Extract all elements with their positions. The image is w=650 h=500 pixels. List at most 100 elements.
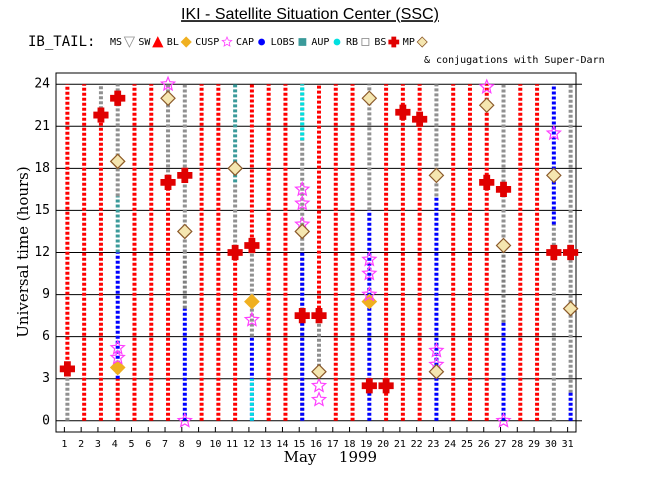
legend-marker: [298, 38, 307, 46]
legend-label: MP: [403, 37, 415, 48]
point-marker: [478, 78, 495, 94]
point-marker: [243, 311, 261, 327]
x-tick-label: 20: [377, 439, 389, 450]
point-marker: [361, 286, 378, 302]
x-tick-label: 31: [562, 439, 574, 450]
x-tick-label: 10: [209, 439, 221, 450]
x-tick-label: 8: [179, 439, 185, 450]
point-marker: [294, 180, 311, 197]
x-tick-label: 13: [260, 439, 272, 450]
x-tick-label: 25: [461, 439, 473, 450]
point-marker: [495, 412, 512, 428]
x-axis-label: May: [284, 448, 317, 466]
point-marker: [160, 174, 176, 190]
point-marker: [361, 378, 377, 394]
point-marker: [311, 363, 327, 380]
point-marker: [109, 153, 126, 170]
x-axis-label: 1999: [339, 448, 377, 466]
point-marker: [109, 359, 126, 376]
legend-label: CAP: [236, 37, 254, 48]
point-marker: [176, 412, 193, 428]
point-marker: [479, 174, 495, 190]
point-marker: [110, 90, 126, 106]
legend-marker: [221, 35, 233, 47]
x-tick-label: 21: [394, 439, 406, 450]
legend-label: BS: [374, 37, 386, 48]
note: & conjugations with Super-Darn: [424, 55, 605, 66]
legend-marker: [180, 36, 192, 48]
point-marker: [395, 104, 411, 120]
y-tick-label: 6: [42, 329, 50, 344]
point-marker: [562, 300, 579, 317]
point-marker: [176, 223, 193, 240]
legend-label: RB: [346, 37, 358, 48]
x-tick-label: 23: [427, 439, 439, 450]
x-tick-label: 17: [327, 439, 339, 450]
x-tick-label: 11: [226, 439, 238, 450]
point-marker: [294, 223, 311, 240]
y-tick-label: 12: [34, 245, 50, 260]
legend-marker: [388, 36, 400, 48]
y-tick-label: 9: [42, 287, 50, 302]
point-marker: [361, 293, 378, 310]
x-tick-label: 16: [310, 439, 322, 450]
point-marker: [244, 293, 260, 310]
x-tick-label: 3: [95, 439, 101, 450]
x-tick-label: 18: [344, 439, 356, 450]
point-marker: [59, 361, 75, 377]
point-marker: [159, 75, 177, 92]
point-marker: [428, 342, 445, 358]
point-marker: [294, 194, 311, 211]
x-tick-label: 9: [196, 439, 202, 450]
point-marker: [563, 244, 579, 261]
point-marker: [109, 339, 126, 355]
point-marker: [177, 167, 193, 183]
point-marker: [545, 124, 562, 141]
y-tick-label: 21: [34, 119, 50, 134]
point-marker: [160, 90, 176, 107]
point-marker: [428, 363, 445, 380]
x-tick-label: 29: [528, 439, 540, 450]
x-tick-label: 15: [293, 439, 305, 450]
point-marker: [244, 237, 260, 254]
point-marker: [361, 264, 378, 281]
y-tick-label: 15: [34, 203, 50, 218]
x-tick-label: 26: [478, 439, 490, 450]
x-tick-label: 24: [444, 439, 456, 450]
legend-label: SW: [138, 37, 151, 48]
y-tick-label: 18: [34, 161, 50, 176]
point-marker: [495, 181, 512, 197]
x-tick-label: 1: [61, 439, 67, 450]
point-marker: [545, 167, 562, 184]
legend-label: MS: [110, 37, 122, 48]
point-marker: [546, 244, 562, 261]
legend-marker: [333, 38, 341, 46]
x-tick-label: 4: [112, 439, 118, 450]
x-tick-label: 30: [545, 439, 557, 450]
x-tick-label: 12: [243, 439, 255, 450]
x-tick-label: 27: [494, 439, 506, 450]
point-marker: [109, 349, 126, 365]
point-marker: [428, 167, 445, 184]
x-tick-label: 28: [511, 439, 523, 450]
point-marker: [227, 160, 243, 177]
x-tick-label: 2: [78, 439, 84, 450]
point-marker: [361, 90, 378, 107]
legend-marker: [416, 36, 428, 48]
legend-marker: [123, 36, 136, 48]
y-axis-label: Universal time (hours): [14, 166, 32, 337]
legend-label: CUSP: [195, 37, 219, 48]
point-marker: [378, 378, 394, 394]
x-tick-label: 22: [411, 439, 423, 450]
legend-label: LOBS: [271, 37, 295, 48]
x-tick-label: 6: [145, 439, 151, 450]
x-tick-label: 7: [162, 439, 168, 450]
point-marker: [478, 97, 495, 114]
legend-title: IB_TAIL:: [28, 34, 95, 50]
point-marker: [93, 107, 109, 123]
point-marker: [310, 377, 328, 393]
point-marker: [311, 308, 327, 324]
legend-label: BL: [167, 37, 179, 48]
x-tick-label: 19: [360, 439, 372, 450]
